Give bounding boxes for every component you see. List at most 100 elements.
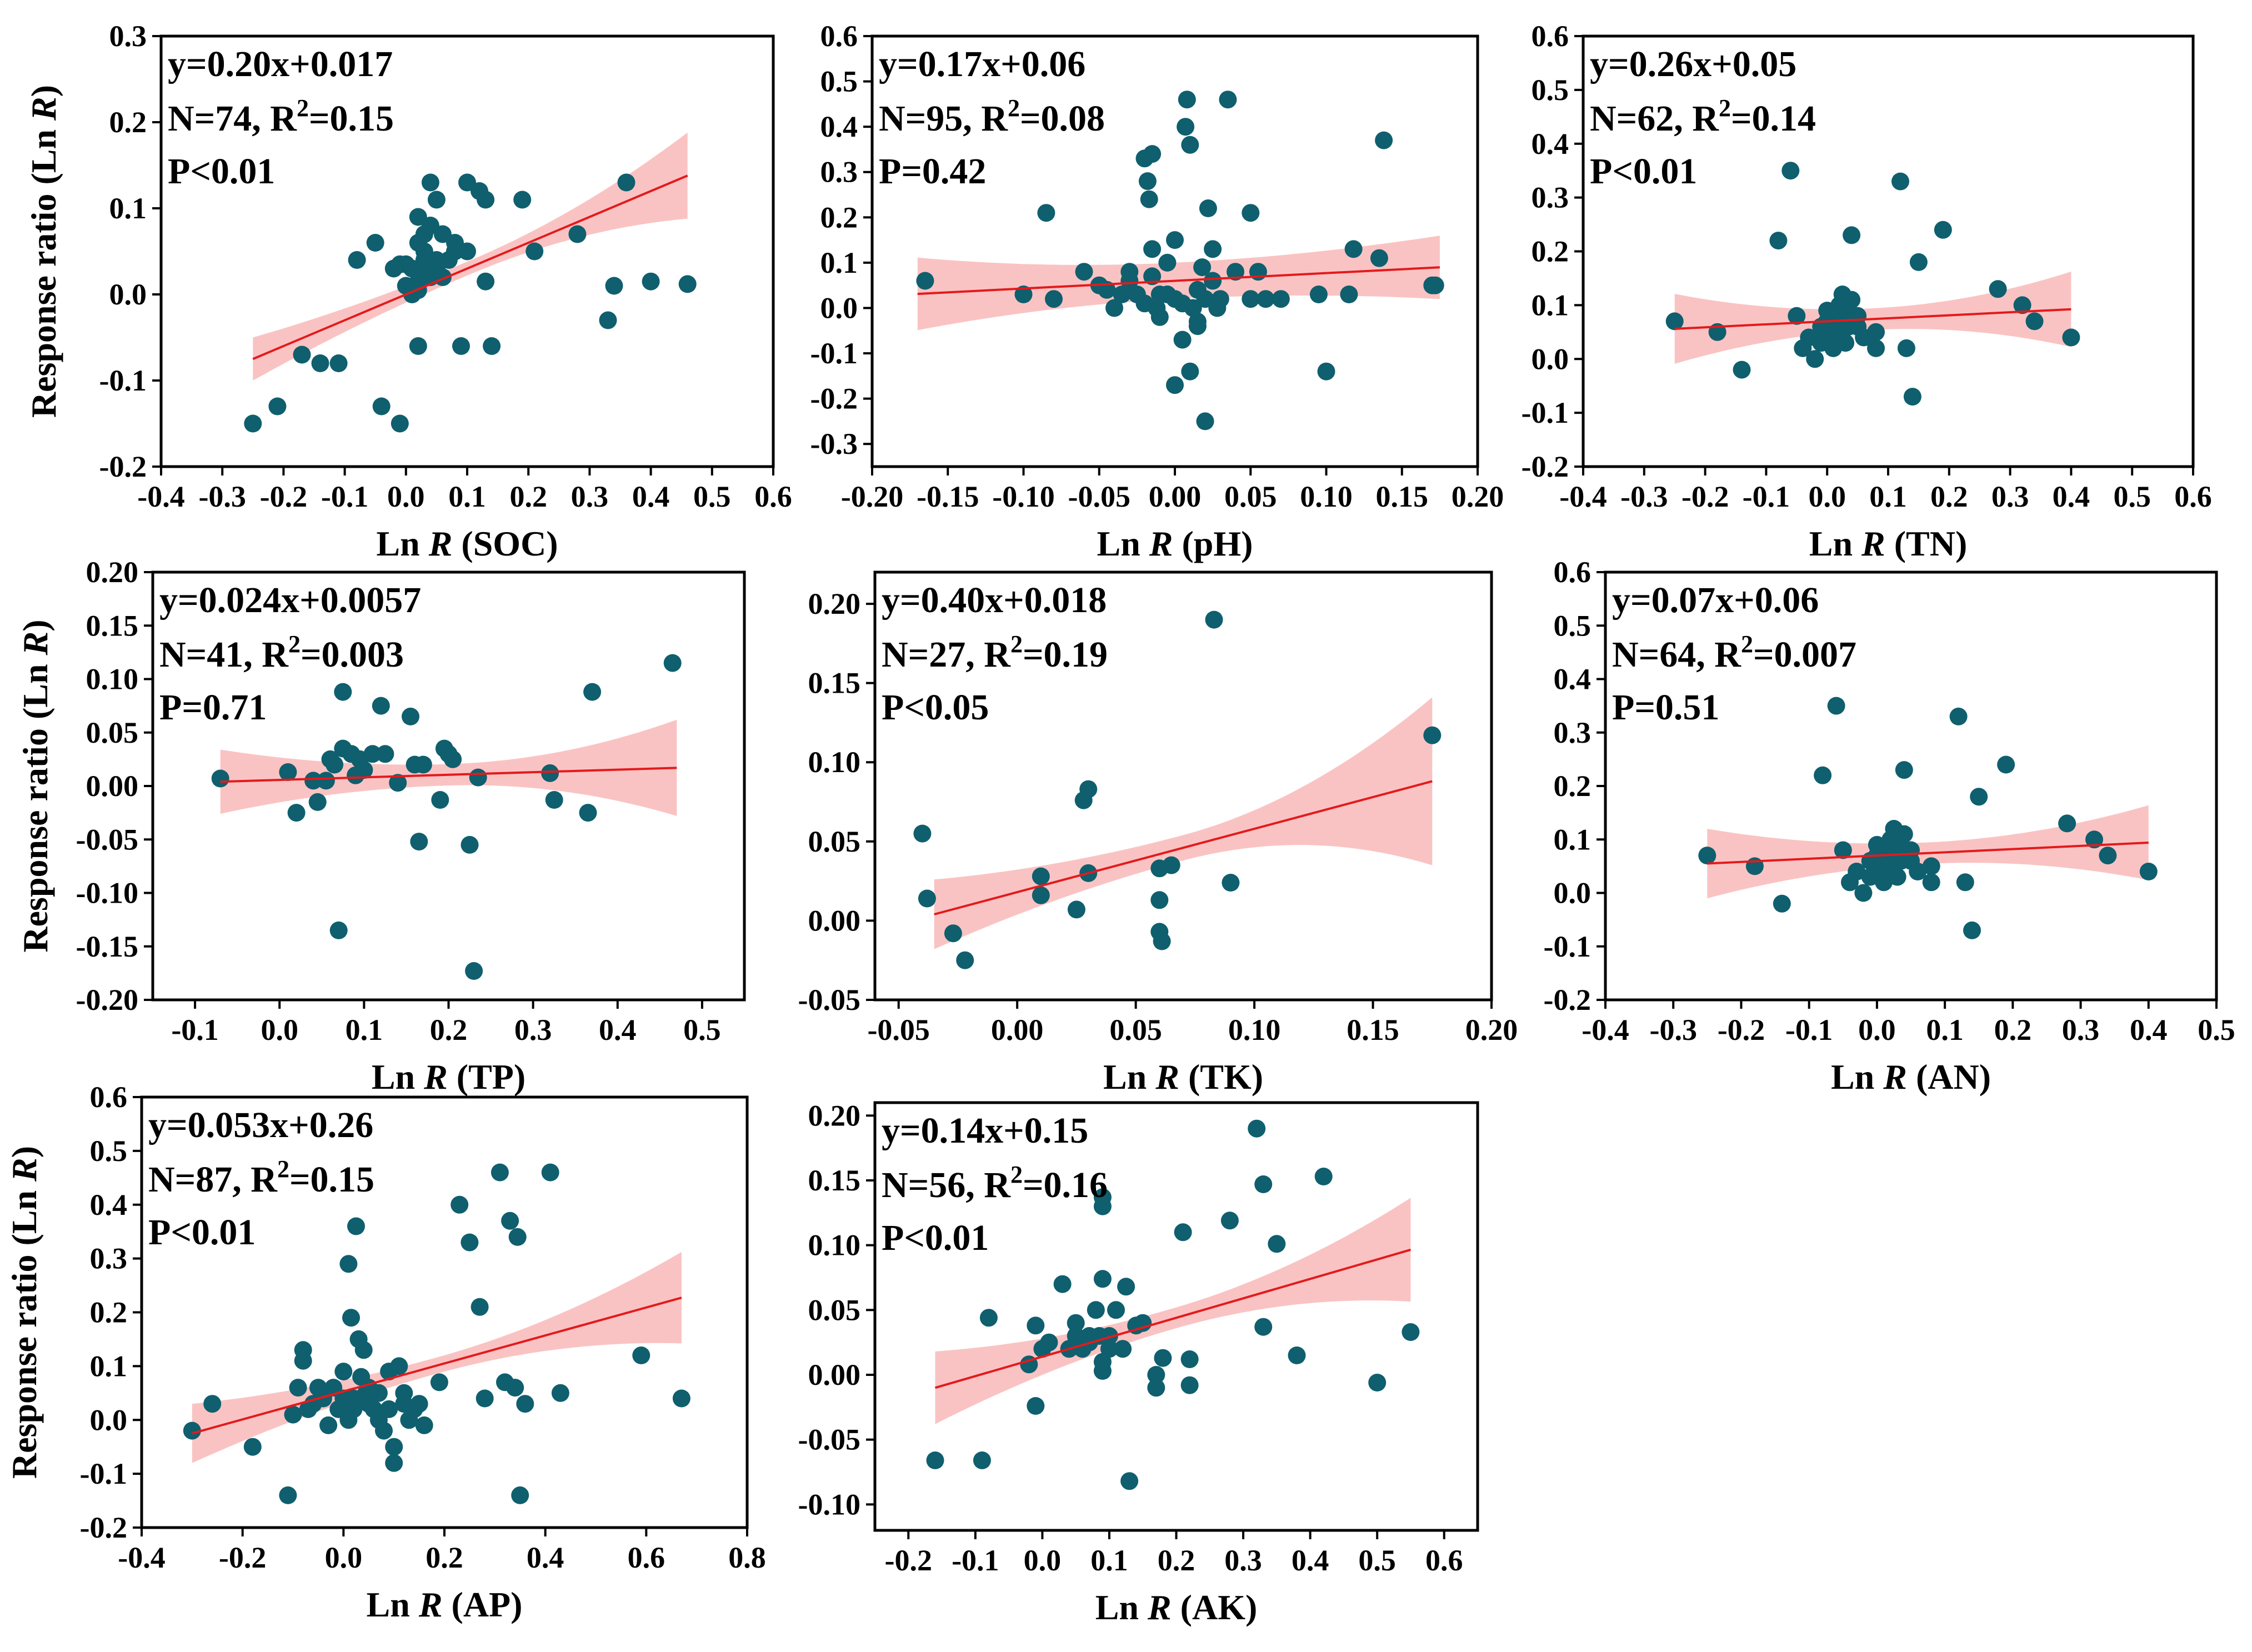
- confidence-band: [1674, 271, 2071, 364]
- data-point: [1902, 852, 1920, 870]
- x-tick-label: -0.2: [260, 480, 307, 513]
- data-point: [1181, 136, 1199, 154]
- x-axis-title: Ln R (TN): [1809, 524, 1968, 563]
- regression-line: [192, 1296, 682, 1435]
- y-tick-label: 0.1: [820, 246, 858, 279]
- data-point: [1180, 1350, 1199, 1368]
- data-point: [1222, 874, 1240, 892]
- regression-line: [1674, 308, 2071, 330]
- x-tick-label: 0.2: [1158, 1544, 1195, 1577]
- data-point: [1138, 172, 1157, 191]
- y-tick-label: 0.0: [109, 278, 147, 311]
- x-axis-title: Ln R (SOC): [376, 524, 558, 563]
- x-tick-label: 0.6: [754, 480, 792, 513]
- regression-equation: y=0.14x+0.15: [882, 1110, 1088, 1151]
- data-point: [1895, 761, 1913, 779]
- data-point: [1204, 272, 1222, 290]
- data-point: [279, 763, 297, 781]
- x-tick-label: -0.2: [885, 1544, 932, 1577]
- data-point: [1143, 145, 1162, 163]
- data-point: [406, 755, 424, 774]
- data-point: [465, 962, 483, 980]
- panel-tk: -0.05 0.00 0.05 0.10 0.15 0.20 -0.05 0.00 0.05 0.…: [798, 570, 1518, 1097]
- data-point: [1375, 131, 1393, 149]
- x-tick-label: 0.3: [571, 480, 609, 513]
- x-tick-label: 0.4: [1292, 1544, 1329, 1577]
- data-point: [1248, 1119, 1266, 1138]
- p-value: P<0.01: [882, 1218, 989, 1258]
- data-point: [287, 804, 306, 822]
- data-point: [956, 951, 974, 969]
- x-tick-label: 0.2: [430, 1013, 468, 1047]
- x-tick-label: 0.0: [325, 1541, 363, 1574]
- sample-size-r2: N=95, R2=0.08: [879, 94, 1105, 139]
- x-tick-label: 0.0: [1808, 480, 1846, 513]
- data-point: [390, 1357, 408, 1375]
- data-point: [1867, 323, 1885, 341]
- p-value: P=0.42: [879, 151, 986, 192]
- data-point: [385, 1438, 403, 1456]
- x-tick-label: 0.0: [1024, 1544, 1062, 1577]
- data-point: [1891, 172, 1909, 191]
- data-point: [979, 1309, 998, 1327]
- data-point: [1188, 281, 1207, 299]
- regression-equation: y=0.053x+0.26: [148, 1105, 373, 1145]
- regression-equation: y=0.07x+0.06: [1612, 580, 1819, 620]
- data-point: [1827, 697, 1845, 715]
- x-tick-label: 0.5: [2113, 480, 2151, 513]
- x-tick-label: 0.4: [599, 1013, 637, 1047]
- data-point: [1903, 388, 1921, 406]
- data-point: [1014, 286, 1033, 303]
- data-point: [1254, 1318, 1273, 1336]
- data-point: [319, 1416, 338, 1434]
- data-point: [1196, 412, 1214, 430]
- regression-line: [1707, 842, 2149, 865]
- data-point: [395, 1384, 413, 1402]
- data-point: [926, 1451, 944, 1469]
- data-point: [421, 173, 439, 192]
- x-tick-label: 0.1: [448, 480, 486, 513]
- y-tick-label: -0.1: [1522, 396, 1569, 429]
- x-tick-label: 0.2: [509, 480, 547, 513]
- data-point: [183, 1421, 201, 1440]
- data-point: [551, 1384, 569, 1402]
- data-point: [541, 764, 559, 782]
- plot-frame: [873, 570, 1493, 1002]
- data-point: [483, 337, 501, 355]
- data-point: [1177, 118, 1195, 136]
- data-point: [491, 1163, 509, 1182]
- data-point: [1989, 280, 2007, 298]
- data-point: [405, 1400, 423, 1418]
- data-point: [402, 707, 419, 725]
- data-point: [1150, 308, 1169, 326]
- data-point: [348, 251, 366, 269]
- x-tick-label: 0.4: [527, 1541, 564, 1574]
- data-point: [1344, 240, 1363, 258]
- sample-size-r2: N=27, R2=0.19: [882, 630, 1108, 675]
- data-point: [1402, 1323, 1420, 1341]
- x-axis-title: Ln R (AN): [1831, 1057, 1991, 1097]
- y-tick-label: 0.3: [820, 156, 858, 189]
- data-point: [1665, 312, 1684, 331]
- data-point: [599, 311, 617, 329]
- data-point: [2058, 814, 2076, 833]
- confidence-band: [917, 236, 1440, 331]
- data-point: [385, 1454, 403, 1472]
- data-point: [471, 1298, 489, 1316]
- panel-ph: -0.20 -0.15 -0.10 -0.05 0.00 0.05 0.10 0.15 0.20…: [810, 19, 1504, 563]
- confidence-band: [253, 132, 688, 381]
- data-point: [1173, 331, 1192, 349]
- data-point: [617, 173, 635, 192]
- data-point: [1733, 361, 1751, 379]
- confidence-band: [1707, 805, 2149, 899]
- x-tick-label: 0.15: [1376, 480, 1429, 513]
- data-point: [1867, 339, 1885, 357]
- data-point: [458, 173, 476, 192]
- y-tick-label: 0.10: [808, 745, 861, 779]
- data-point: [541, 1163, 559, 1182]
- data-point: [1288, 1346, 1306, 1364]
- data-point: [289, 1379, 307, 1397]
- y-tick-label: 0.6: [820, 19, 858, 53]
- data-point: [1162, 856, 1180, 874]
- data-point: [1173, 294, 1192, 313]
